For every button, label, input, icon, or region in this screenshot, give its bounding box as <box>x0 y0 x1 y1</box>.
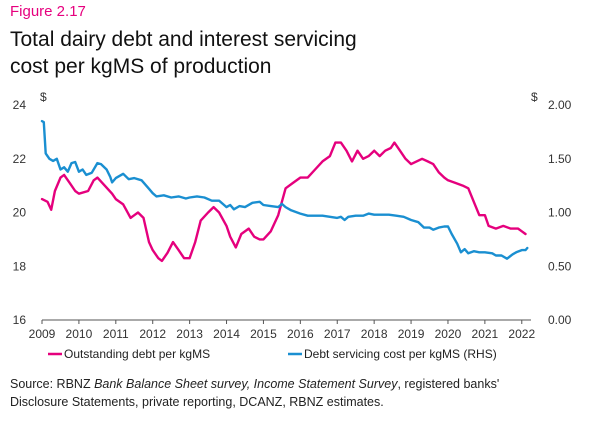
y-right-tick-label: 1.00 <box>548 206 572 220</box>
series-line-debt <box>40 141 527 263</box>
y-left-tick-label: 16 <box>13 313 27 327</box>
source-middle: , registered banks' <box>397 377 500 391</box>
x-tick-label: 2010 <box>66 327 93 341</box>
y-left-tick-label: 24 <box>13 98 27 112</box>
x-tick-label: 2019 <box>398 327 425 341</box>
series-line-servicing <box>40 119 529 260</box>
source-italic: Bank Balance Sheet survey, Income Statem… <box>94 377 398 391</box>
left-unit-label: $ <box>40 90 47 104</box>
x-tick-label: 2017 <box>324 327 351 341</box>
x-tick-label: 2021 <box>472 327 499 341</box>
x-tick-label: 2012 <box>139 327 166 341</box>
chart-title: Total dairy debt and interest servicing … <box>10 26 590 80</box>
right-unit-label: $ <box>531 90 538 104</box>
x-tick-label: 2016 <box>287 327 314 341</box>
x-tick-label: 2022 <box>508 327 535 341</box>
y-left-tick-label: 22 <box>13 152 27 166</box>
x-tick-label: 2013 <box>176 327 203 341</box>
x-tick-label: 2020 <box>435 327 462 341</box>
legend-item-servicing: Debt servicing cost per kgMS (RHS) <box>288 347 497 361</box>
right-axis: $0.00 0.50 1.00 1.50 2.00 <box>531 90 572 327</box>
x-tick-label: 2015 <box>250 327 277 341</box>
y-right-tick-label: 2.00 <box>548 98 572 112</box>
chart-title-line-1: Total dairy debt and interest servicing <box>10 28 357 51</box>
x-tick-label: 2014 <box>213 327 240 341</box>
y-right-tick-label: 1.50 <box>548 152 572 166</box>
x-axis: 2009 2010 2011 2012 2013 2014 2015 2016 2017 2018… <box>29 319 535 341</box>
x-tick-label: 2018 <box>361 327 388 341</box>
source-line-2: Disclosure Statements, private reporting… <box>10 395 384 409</box>
x-tick-label: 2009 <box>29 327 56 341</box>
legend-label: Debt servicing cost per kgMS (RHS) <box>304 347 497 361</box>
y-right-tick-label: 0.00 <box>548 313 572 327</box>
y-left-tick-label: 18 <box>13 259 27 273</box>
source-note: Source: RBNZ Bank Balance Sheet survey, … <box>10 375 595 411</box>
series-lines <box>40 119 529 263</box>
left-axis: $16 18 20 22 24 <box>13 90 47 327</box>
legend-label: Outstanding debt per kgMS <box>64 347 210 361</box>
source-prefix: Source: RBNZ <box>10 377 95 391</box>
x-tick-label: 2011 <box>103 327 129 341</box>
legend: Outstanding debt per kgMS Debt servicing … <box>48 347 497 361</box>
legend-item-debt: Outstanding debt per kgMS <box>48 347 210 361</box>
figure-label: Figure 2.17 <box>10 3 86 20</box>
y-left-tick-label: 20 <box>13 206 27 220</box>
y-right-tick-label: 0.50 <box>548 259 572 273</box>
chart-title-line-2: cost per kgMS of production <box>10 55 272 78</box>
